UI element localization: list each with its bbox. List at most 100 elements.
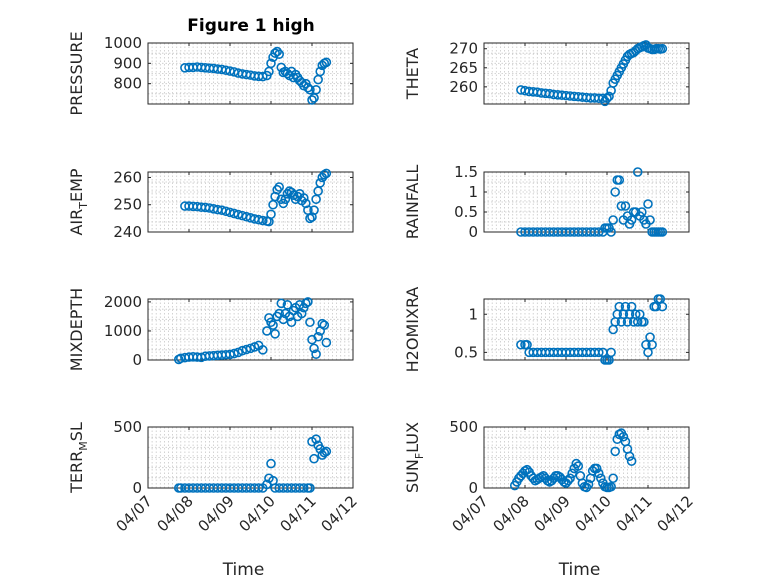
data-point [614, 301, 625, 312]
data-point [614, 175, 625, 185]
data-point [296, 308, 307, 319]
x-axis-label: Time [222, 560, 265, 580]
data-point [624, 451, 635, 462]
data-point [321, 57, 332, 68]
data-point [604, 91, 614, 102]
data-point [276, 298, 287, 309]
data-point [309, 205, 319, 215]
data-point [583, 479, 594, 490]
subplot-1: 1000 900 800 PRESSURE [67, 31, 354, 116]
y-tick-label: 800 [113, 75, 142, 93]
y-axis-label: AIRTEMP [67, 168, 90, 235]
data-point [565, 473, 575, 484]
data-point [610, 446, 621, 457]
data-point [303, 297, 313, 307]
x-tick-label: 04/11 [613, 492, 656, 535]
data-point [319, 169, 330, 180]
data-point [309, 343, 319, 354]
data-point [257, 71, 268, 82]
y-tick-label: 260 [113, 168, 142, 186]
data-point [647, 339, 657, 350]
y-tick-label: 260 [449, 78, 478, 96]
y-axis-label: RAINFALL [403, 165, 422, 240]
data-point [253, 483, 264, 493]
y-tick-label: 500 [113, 418, 142, 436]
y-tick-label: 1000 [104, 34, 142, 52]
figure-title: Figure 1 high [187, 16, 315, 36]
data-point [643, 199, 653, 209]
data-point [272, 46, 282, 57]
data-point [268, 320, 278, 330]
data-point [321, 446, 332, 457]
data-point [237, 345, 248, 356]
data-point [319, 320, 330, 330]
y-tick-label: 900 [113, 54, 142, 72]
data-point [606, 227, 616, 237]
data-point [315, 178, 326, 188]
subplot-3: 260 250 240 AIRTEMP [67, 168, 354, 241]
y-tick-label: 1.5 [454, 163, 478, 181]
data-point [309, 453, 319, 464]
axes-frame [483, 298, 690, 361]
data-point [606, 347, 616, 358]
x-tick-label: 04/09 [531, 492, 574, 535]
data-point [286, 317, 297, 328]
data-point [608, 215, 618, 225]
data-point [567, 468, 577, 479]
data-point [606, 481, 616, 492]
data-point [270, 329, 280, 339]
data-point [643, 347, 653, 358]
data-point [266, 209, 276, 220]
y-tick-label: 0 [132, 351, 142, 369]
data-point [305, 84, 315, 95]
x-tick-label: 04/10 [236, 492, 279, 535]
data-point [563, 475, 573, 486]
data-point [245, 343, 256, 354]
data-point [257, 215, 268, 226]
data-point [266, 458, 276, 469]
data-point [516, 339, 526, 350]
y-tick-label: 2000 [104, 293, 142, 311]
data-point [274, 49, 285, 59]
y-tick-label: 0.5 [454, 203, 478, 221]
data-point [309, 93, 319, 103]
y-axis-label: TERRMSL [67, 422, 90, 494]
data-point [657, 43, 668, 54]
subplot-4: 1.5 1 0.5 0 RAINFALL [403, 163, 690, 241]
data-point [639, 317, 649, 327]
data-point [571, 458, 582, 469]
x-tick-label: 04/08 [490, 492, 533, 535]
data-point [591, 463, 602, 474]
y-tick-label: 0.5 [454, 343, 478, 361]
x-tick-label: 04/09 [195, 492, 238, 535]
subplot-6: 1 0.5 H2OMIXRA [403, 287, 690, 372]
data-point [321, 337, 332, 348]
axes-frame [483, 42, 690, 105]
data-point [272, 184, 282, 195]
x-tick-label: 04/12 [654, 492, 697, 535]
x-tick-label: 04/08 [154, 492, 197, 535]
x-tick-label: 04/11 [277, 492, 320, 535]
data-point [282, 300, 293, 310]
y-tick-label: 250 [113, 196, 142, 214]
y-axis-label: THETA [403, 48, 422, 100]
y-tick-label: 240 [113, 223, 142, 241]
axes-frame [147, 298, 354, 361]
data-point [616, 201, 627, 211]
data-point [301, 298, 311, 309]
y-tick-label: 0 [468, 223, 478, 241]
y-tick-label: 0 [468, 479, 478, 497]
y-axis-label: MIXDEPTH [67, 288, 86, 371]
data-point [274, 182, 285, 192]
data-point [307, 95, 317, 105]
x-tick-label: 04/10 [572, 492, 615, 535]
data-point [620, 201, 631, 211]
axes-frame [147, 42, 354, 105]
data-point [280, 194, 291, 205]
subplot-5: 2000 1000 0 MIXDEPTH [67, 288, 354, 371]
data-point [610, 187, 621, 197]
data-point [618, 431, 629, 442]
data-point [632, 167, 643, 177]
